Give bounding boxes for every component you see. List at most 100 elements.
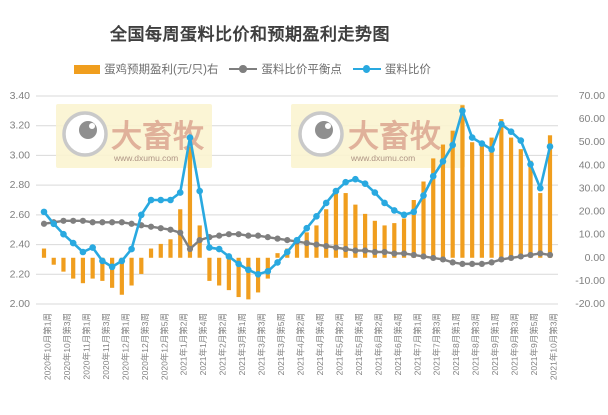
balance-point: [478, 260, 485, 267]
balance-point: [507, 254, 515, 262]
left-axis-tick-label: 2.80: [10, 179, 31, 191]
ratio-point: [303, 224, 311, 232]
legend-label: 蛋鸡预期盈利(元/只)右: [104, 64, 219, 76]
left-axis-tick-label: 3.20: [10, 120, 31, 132]
profit-bar: [450, 130, 455, 258]
right-axis-tick-label: 30.00: [579, 182, 605, 194]
watermark-brand: 大畜牧: [348, 119, 442, 154]
profit-bar: [372, 220, 377, 258]
profit-bar: [80, 257, 86, 284]
ratio-point: [429, 172, 437, 180]
profit-bar: [411, 200, 416, 258]
profit-bar: [489, 137, 494, 258]
profit-bar: [294, 239, 300, 258]
ratio-point: [69, 239, 77, 247]
x-axis-tick-label: 2021年1月第2周: [179, 313, 189, 375]
ratio-point: [108, 263, 116, 271]
profit-bar: [71, 257, 76, 279]
ratio-point: [536, 184, 544, 192]
right-axis-tick-label: -10.00: [575, 275, 605, 287]
ratio-point: [225, 253, 233, 260]
balance-point: [420, 253, 427, 260]
legend-label: 蛋料比价: [384, 64, 431, 76]
profit-bar: [363, 213, 368, 258]
watermark: 大畜牧 www.dxumu.com: [291, 104, 465, 168]
x-axis-tick-label: 2021年10月第3周: [549, 313, 559, 380]
profit-bar: [431, 158, 436, 258]
balance-point: [245, 232, 252, 239]
profit-bar: [324, 209, 329, 258]
x-axis-tick-label: 2021年3月第3周: [257, 313, 267, 375]
balance-point: [323, 242, 330, 250]
balance-point: [527, 251, 534, 259]
x-axis-tick-label: 2021年3月第1周: [237, 313, 247, 375]
legend-item-balance: 蛋料比价平衡点: [229, 61, 342, 77]
line-dot-marker-icon: [229, 65, 258, 74]
balance-point: [469, 260, 476, 267]
watermark-url: www.dxumu.com: [113, 153, 178, 163]
ratio-point: [99, 257, 106, 265]
profit-bar: [168, 239, 173, 258]
ratio-point: [439, 158, 447, 165]
profit-bar: [518, 149, 523, 258]
profit-bar: [547, 135, 553, 258]
chart-title: 全国每周蛋料比价和预期盈利走势图: [110, 25, 390, 44]
balance-point: [439, 256, 447, 263]
ratio-point: [313, 213, 320, 220]
balance-point: [89, 219, 96, 226]
ratio-point: [89, 244, 96, 251]
x-axis-tick-label: 2021年7月第1周: [412, 313, 422, 375]
ratio-point: [391, 207, 398, 214]
balance-point: [157, 225, 164, 232]
ratio-point: [235, 260, 242, 268]
ratio-point: [498, 120, 505, 128]
left-axis-tick-label: 2.60: [10, 209, 31, 221]
balance-point: [40, 220, 48, 227]
watermark-pupil-icon: [315, 121, 333, 139]
profit-bar: [440, 144, 446, 258]
profit-bar: [187, 146, 193, 258]
ratio-point: [517, 137, 525, 144]
left-axis-tick-label: 3.00: [10, 149, 31, 161]
right-axis-tick-label: 40.00: [579, 159, 605, 171]
balance-point: [196, 237, 203, 244]
balance-point: [449, 259, 456, 266]
ratio-point: [254, 270, 262, 278]
balance-point: [128, 220, 135, 227]
ratio-point: [215, 245, 223, 253]
right-axis-tick-label: 50.00: [579, 136, 605, 148]
series-marks: [40, 105, 554, 300]
profit-bar: [392, 223, 397, 258]
watermark-glint-icon: [325, 123, 331, 129]
watermarks: 大畜牧 www.dxumu.com 大畜牧 www.dxumu.com: [56, 104, 465, 168]
balance-point: [70, 217, 77, 224]
x-axis-tick-label: 2021年9月第1周: [490, 313, 500, 375]
ratio-point: [186, 134, 194, 141]
balance-point: [430, 254, 437, 262]
watermark: 大畜牧 www.dxumu.com: [56, 104, 212, 168]
balance-point: [332, 244, 340, 251]
profit-bar: [217, 257, 222, 286]
right-axis-tick-label: 0.00: [585, 252, 606, 264]
watermark-glint-icon: [89, 123, 95, 129]
ratio-point: [459, 107, 466, 115]
x-axis-tick-label: 2021年6月第4周: [393, 313, 403, 375]
profit-bar: [382, 225, 387, 258]
right-axis-tick-label: 10.00: [579, 229, 605, 241]
ratio-point: [352, 175, 359, 183]
ratio-point: [283, 248, 291, 256]
ratio-point: [371, 189, 379, 196]
balance-point: [167, 226, 174, 233]
x-axis-tick-label: 2020年11月第3周: [101, 313, 111, 379]
right-axis-tick-label: 70.00: [579, 90, 605, 102]
ratio-point: [322, 199, 330, 207]
x-axis-tick-label: 2021年4月第2周: [296, 313, 306, 375]
profit-bar: [528, 160, 533, 258]
x-axis-tick-label: 2020年12月第3周: [140, 313, 150, 380]
x-axis-tick-label: 2021年5月第4周: [354, 313, 364, 375]
ratio-point: [507, 128, 515, 135]
balance-point: [264, 234, 271, 241]
profit-bar: [139, 257, 144, 274]
ratio-point: [79, 248, 87, 256]
